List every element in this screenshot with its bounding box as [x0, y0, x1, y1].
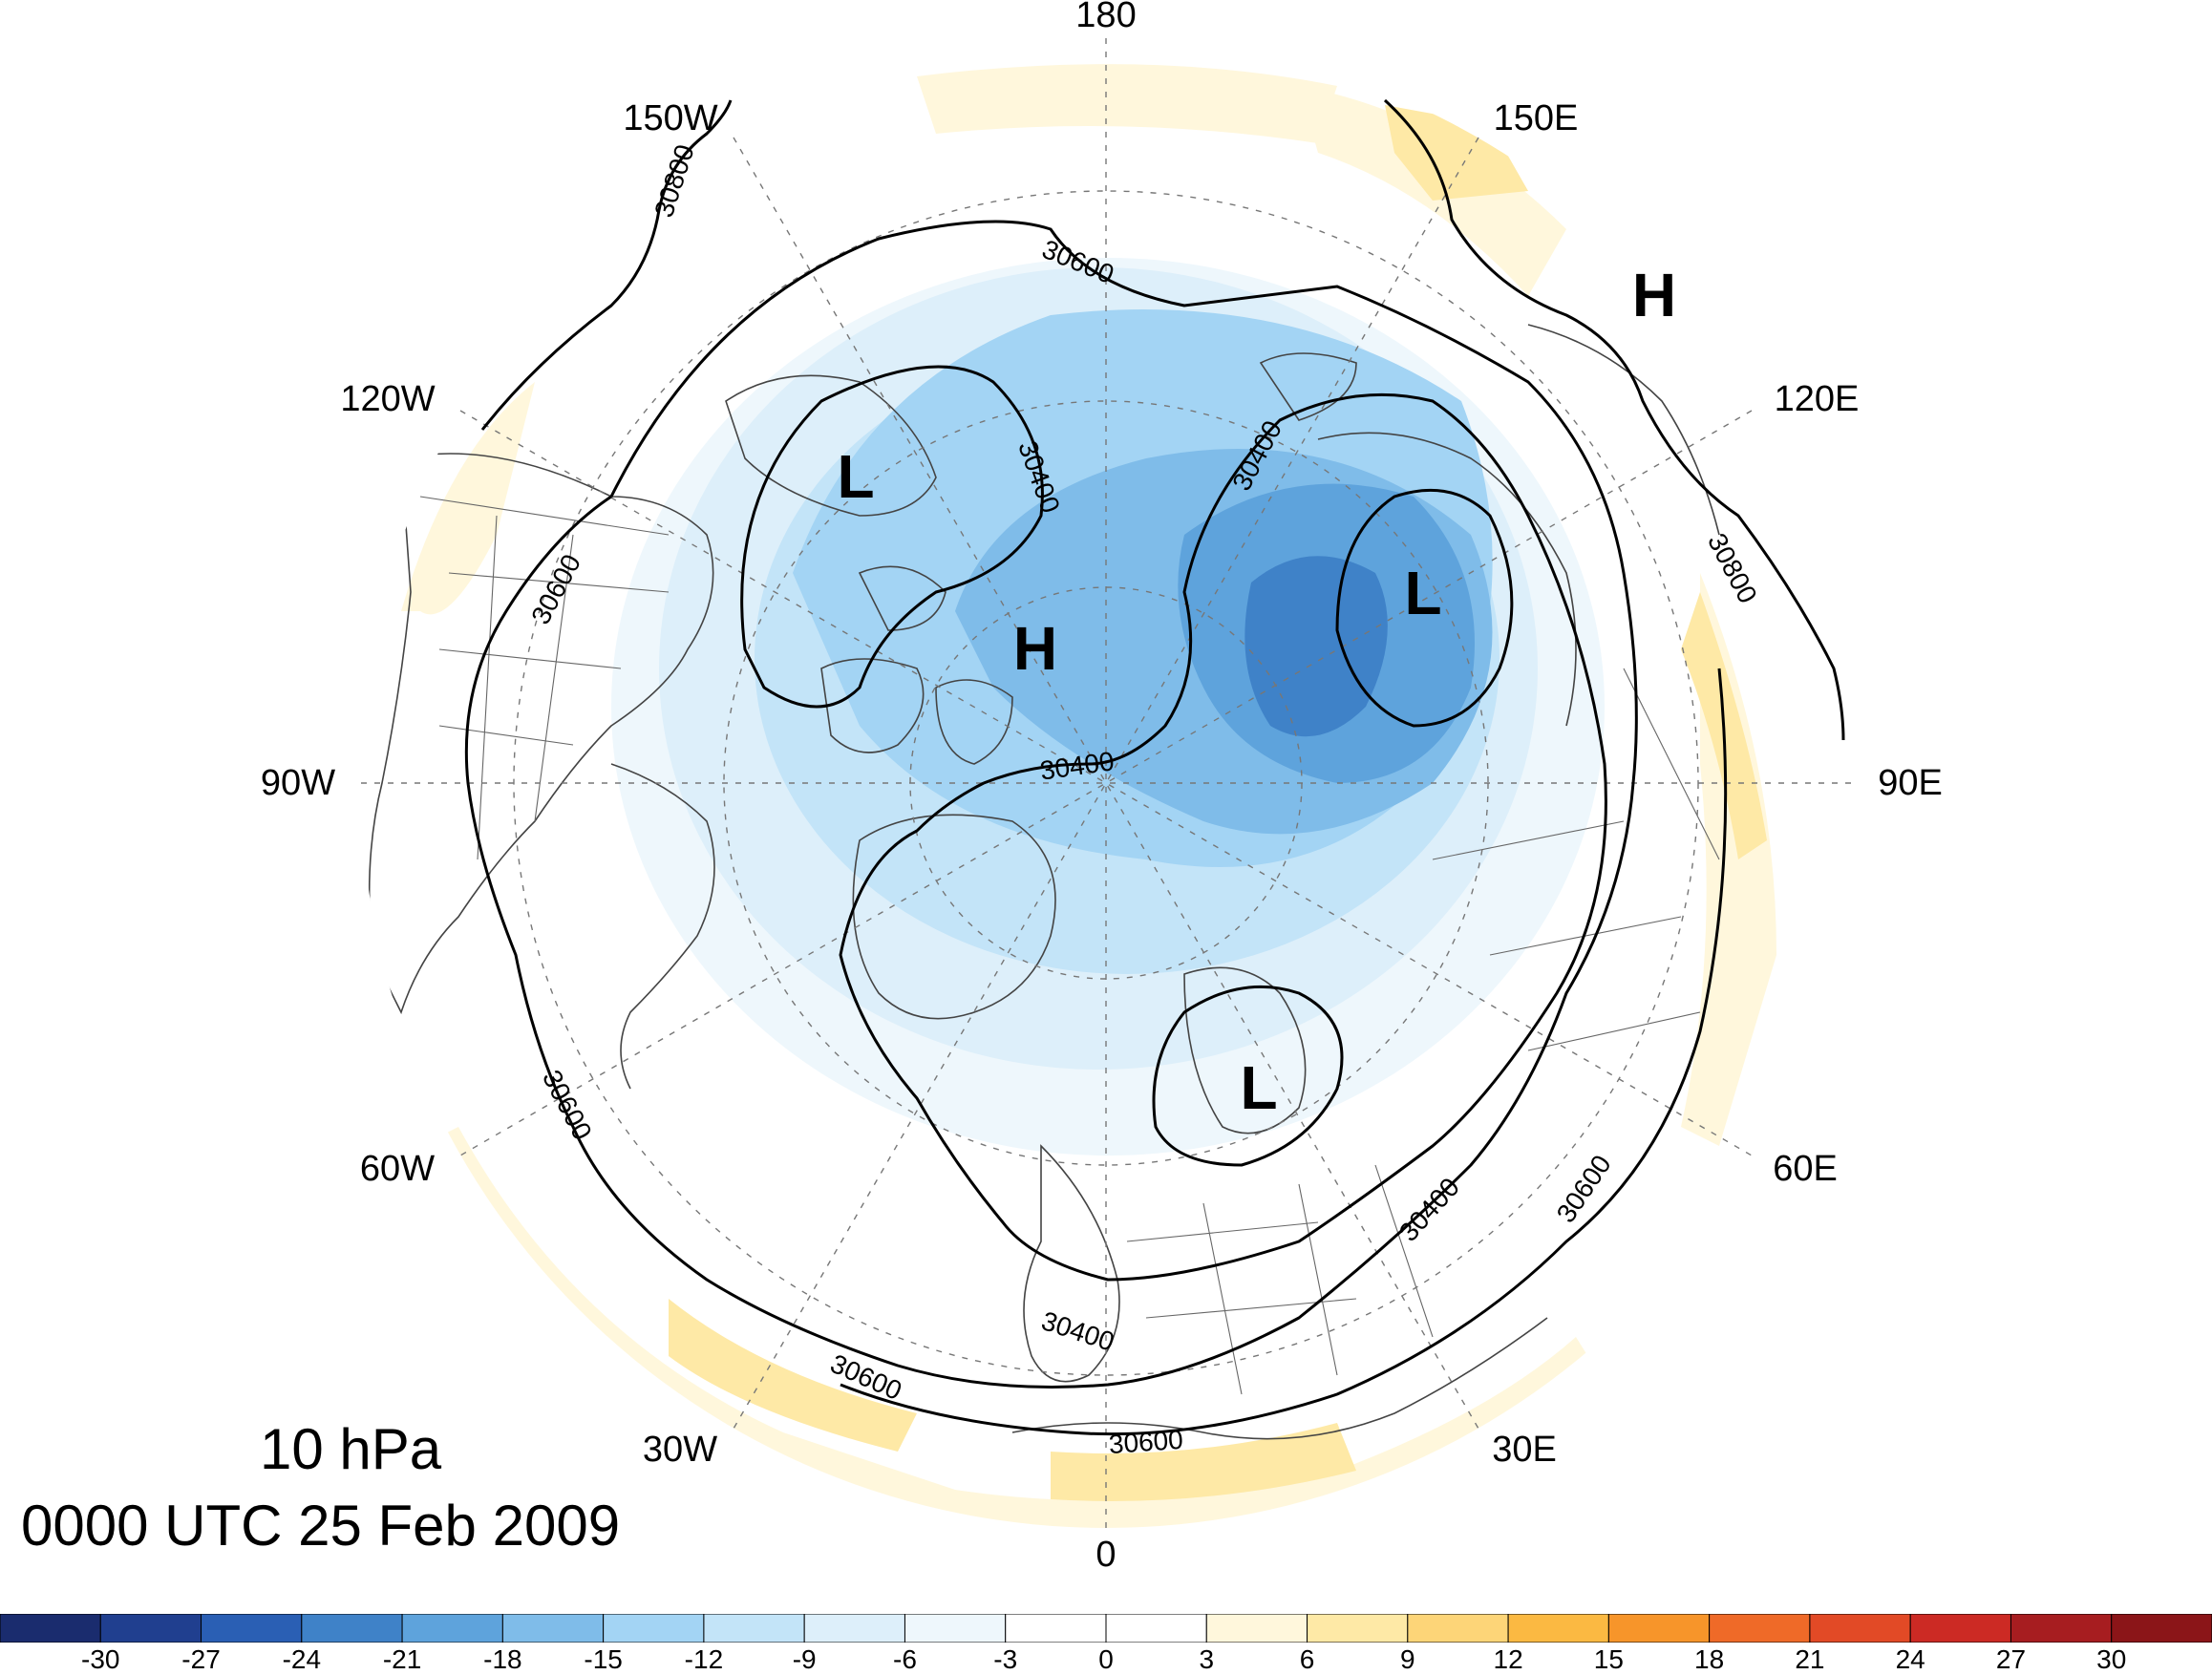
- lon-label-120e: 120E: [1775, 379, 1860, 419]
- lon-label-30w: 30W: [643, 1430, 717, 1470]
- colorbar-tick-label: 15: [1593, 1644, 1624, 1674]
- colorbar-tick-label: 0: [1098, 1644, 1114, 1674]
- colorbar-tick-label: 6: [1299, 1644, 1315, 1674]
- colorbar-box: [401, 1614, 503, 1643]
- colorbar-box: [1809, 1614, 1911, 1643]
- colorbar-tick-label: 18: [1694, 1644, 1725, 1674]
- lon-label-60w: 60W: [360, 1149, 435, 1189]
- colorbar-tick-label: -3: [993, 1644, 1018, 1674]
- colorbar-box: [703, 1614, 805, 1643]
- colorbar-tick-label: 27: [1995, 1644, 2027, 1674]
- colorbar-tick-label: -24: [282, 1644, 322, 1674]
- colorbar-box: [0, 1614, 101, 1643]
- colorbar-tick-label: -15: [584, 1644, 623, 1674]
- colorbar-box: [904, 1614, 1007, 1643]
- high-marker: H: [1632, 261, 1676, 329]
- low-marker: L: [1240, 1053, 1277, 1122]
- colorbar-box: [501, 1614, 605, 1643]
- colorbar-tick-label: 12: [1493, 1644, 1523, 1674]
- colorbar-box: [1507, 1614, 1609, 1643]
- colorbar-tick-label: 30: [2096, 1644, 2127, 1674]
- colorbar: [0, 1614, 2212, 1643]
- colorbar-tick-label: -18: [483, 1644, 522, 1674]
- contour-30400-cap: [839, 392, 1607, 1282]
- lon-label-90w: 90W: [261, 763, 335, 803]
- contour-30600-outer: [840, 668, 1728, 1436]
- height-contours: [464, 98, 1845, 1436]
- colorbar-tick-label: -12: [684, 1644, 724, 1674]
- colorbar-box: [201, 1614, 303, 1643]
- colorbar-box: [99, 1614, 202, 1643]
- lon-label-150w: 150W: [623, 98, 717, 138]
- low-marker: L: [1404, 559, 1441, 627]
- high-marker: H: [1013, 614, 1057, 683]
- colorbar-tick-label: 21: [1795, 1644, 1825, 1674]
- colorbar-tick-label: -30: [81, 1644, 120, 1674]
- lon-label-0: 0: [1095, 1535, 1116, 1575]
- contour-30400-scandinavia: [1152, 985, 1344, 1167]
- anomaly-shading: [361, 38, 1851, 1528]
- colorbar-box: [1407, 1614, 1509, 1643]
- lon-label-120w: 120W: [340, 379, 435, 419]
- level-title: 10 hPa: [260, 1417, 442, 1481]
- lon-label-30e: 30E: [1492, 1430, 1557, 1470]
- lon-label-90e: 90E: [1878, 763, 1943, 803]
- lon-label-150e: 150E: [1494, 98, 1579, 138]
- longitude-labels: 180 150E 120E 90E 60E 30E 0 30W 60W 90W …: [261, 0, 1943, 1575]
- contour-30400-siberia: [1335, 488, 1514, 728]
- graticule: [361, 38, 1851, 1528]
- colorbar-tick-label: -9: [792, 1644, 817, 1674]
- colorbar-box: [1005, 1614, 1107, 1643]
- colorbar-tick-label: -6: [893, 1644, 917, 1674]
- colorbar-box: [603, 1614, 705, 1643]
- colorbar-box: [1307, 1614, 1409, 1643]
- lon-label-180: 180: [1075, 0, 1136, 35]
- colorbar-tick-label: -27: [181, 1644, 221, 1674]
- colorbar-box: [1205, 1614, 1308, 1643]
- colorbar-box: [1709, 1614, 1811, 1643]
- lon-label-60e: 60E: [1773, 1149, 1838, 1189]
- contour-30800-east: [1383, 98, 1845, 741]
- contour-30600-ring: [464, 220, 1638, 1389]
- contour-label-30600: 30600: [1108, 1425, 1184, 1459]
- colorbar-box: [1105, 1614, 1207, 1643]
- colorbar-tick-label: 24: [1895, 1644, 1925, 1674]
- contour-30800-west: [480, 99, 733, 431]
- contour-30400-alaska: [740, 365, 1044, 709]
- colorbar-box: [1909, 1614, 2011, 1643]
- colorbar-box: [2010, 1614, 2113, 1643]
- colorbar-box: [301, 1614, 403, 1643]
- colorbar-box: [1607, 1614, 1711, 1643]
- valid-time-title: 0000 UTC 25 Feb 2009: [21, 1494, 621, 1558]
- colorbar-tick-label: 9: [1400, 1644, 1415, 1674]
- pressure-centers: H H L L L: [837, 261, 1676, 1122]
- colorbar-tick-label: 3: [1199, 1644, 1215, 1674]
- colorbar-box: [2111, 1614, 2212, 1643]
- colorbar-tick-label: -21: [382, 1644, 422, 1674]
- low-marker: L: [837, 442, 874, 511]
- colorbar-box: [803, 1614, 905, 1643]
